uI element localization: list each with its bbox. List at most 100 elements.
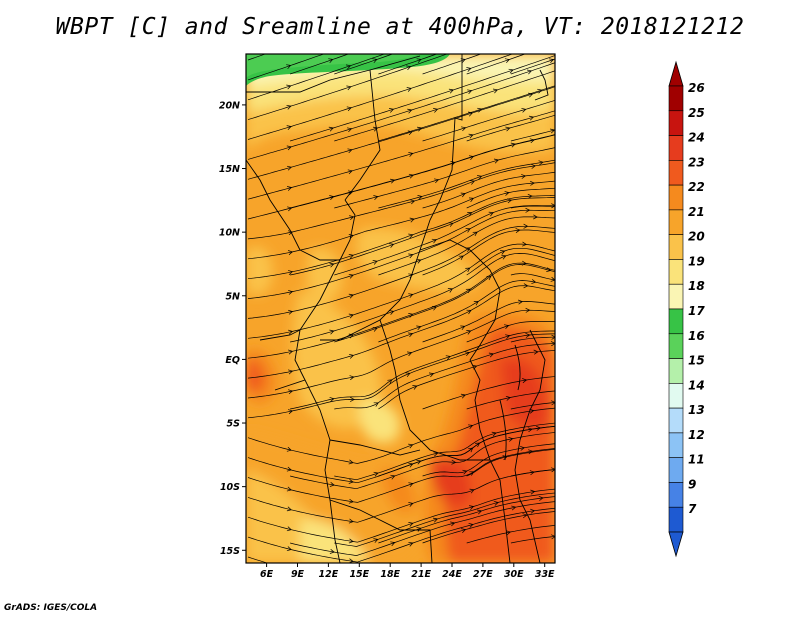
lat-tick-label: 20N (219, 100, 240, 111)
streamline (466, 449, 555, 477)
streamline-arrow (348, 273, 354, 279)
streamline-arrow (348, 479, 354, 484)
streamline-arrow (416, 459, 422, 465)
colorbar-swatch (668, 135, 684, 161)
colorbar-label: 22 (688, 180, 705, 194)
streamline-arrow (472, 231, 478, 237)
streamline-arrow (448, 222, 454, 227)
streamline-arrow (528, 115, 535, 121)
streamline (510, 336, 555, 343)
streamline-arrow (538, 160, 544, 166)
streamline-arrow (466, 309, 472, 315)
streamline-arrow (538, 495, 544, 501)
streamline-arrow (505, 530, 512, 536)
streamline (466, 390, 555, 410)
streamline (422, 443, 555, 477)
streamline (290, 55, 555, 142)
streamline-arrow (329, 195, 335, 200)
colorbar-swatch (668, 482, 684, 508)
streamline (247, 194, 555, 280)
colorbar-swatch (668, 283, 684, 310)
streamline-arrow (551, 400, 555, 406)
streamline-arrow (467, 89, 473, 95)
streamline-arrow (469, 471, 475, 476)
streamline-arrow (528, 449, 534, 455)
streamline (247, 309, 555, 399)
streamline-arrow (408, 253, 414, 259)
streamline-arrow (504, 191, 510, 196)
streamline (378, 159, 555, 209)
streamline-arrow (521, 107, 527, 113)
streamline-arrow (519, 445, 526, 451)
streamline-arrow (372, 260, 378, 265)
streamline-arrow (536, 425, 542, 431)
latitude-axis: 20N 15N 10N 5N EQ 5S 10S 15S (219, 100, 246, 557)
streamline (378, 496, 555, 544)
streamline-arrow (390, 474, 396, 480)
streamline-arrow (530, 489, 536, 495)
lat-tick-label: 10N (219, 228, 240, 239)
streamline-arrow (416, 58, 422, 64)
streamline-arrow (431, 305, 438, 311)
streamline-arrow (348, 293, 354, 299)
streamline-arrow (389, 243, 395, 248)
streamline (422, 100, 555, 142)
streamline (510, 205, 555, 209)
streamline-arrow (475, 442, 481, 448)
lon-tick-label: 21E (411, 569, 431, 580)
streamline-arrow (501, 254, 507, 260)
streamline-arrow (405, 372, 411, 378)
streamline-arrow (466, 330, 472, 335)
streamline-arrow (467, 212, 473, 217)
streamline (466, 54, 526, 75)
streamline-arrow (345, 64, 352, 70)
streamline-arrow (287, 250, 294, 256)
streamline-arrow (533, 214, 538, 220)
streamline-arrow (347, 127, 353, 133)
streamline-arrow (548, 58, 555, 64)
streamline (290, 501, 555, 556)
streamlines (247, 54, 555, 563)
streamline-arrow (527, 193, 533, 199)
streamline (466, 321, 555, 343)
streamline-arrow (329, 549, 335, 554)
streamline (334, 54, 394, 75)
colorbar-swatch (668, 383, 684, 409)
streamline-arrow (522, 241, 528, 247)
streamline (290, 197, 555, 276)
streamline-arrow (477, 175, 483, 180)
streamline-arrow (287, 230, 294, 236)
lon-tick-label: 27E (473, 569, 493, 580)
streamline (334, 264, 555, 343)
streamline-arrow (492, 88, 499, 94)
colorbar-label: 23 (688, 155, 705, 169)
lat-tick-label: 5N (225, 291, 240, 302)
streamline-arrow (348, 518, 354, 524)
streamline-arrow (521, 174, 527, 179)
streamline (290, 253, 555, 343)
streamline-arrow (349, 215, 355, 221)
lon-tick-label: 12E (319, 569, 339, 580)
streamline-arrow (348, 313, 354, 319)
streamline-arrow (433, 451, 439, 457)
streamline (334, 343, 555, 410)
colorbar-swatch (668, 457, 684, 483)
streamline (466, 187, 555, 209)
streamline-arrow (328, 126, 334, 132)
streamline-arrow (466, 67, 472, 72)
streamline (466, 525, 555, 544)
streamline-arrow (477, 509, 483, 515)
streamline-arrow (450, 521, 456, 527)
streamline-arrow (551, 334, 555, 340)
streamline-arrow (347, 169, 353, 175)
colorbar-label: 24 (688, 131, 705, 145)
streamline-arrow (286, 466, 292, 472)
streamline (247, 54, 267, 61)
streamline (378, 85, 555, 142)
streamline-arrow (286, 165, 293, 171)
colorbar-label: 19 (688, 254, 705, 268)
streamline-arrow (504, 58, 510, 64)
streamline-arrow (508, 68, 514, 74)
streamline-arrow (329, 397, 335, 402)
lon-tick-label: 33E (535, 569, 555, 580)
